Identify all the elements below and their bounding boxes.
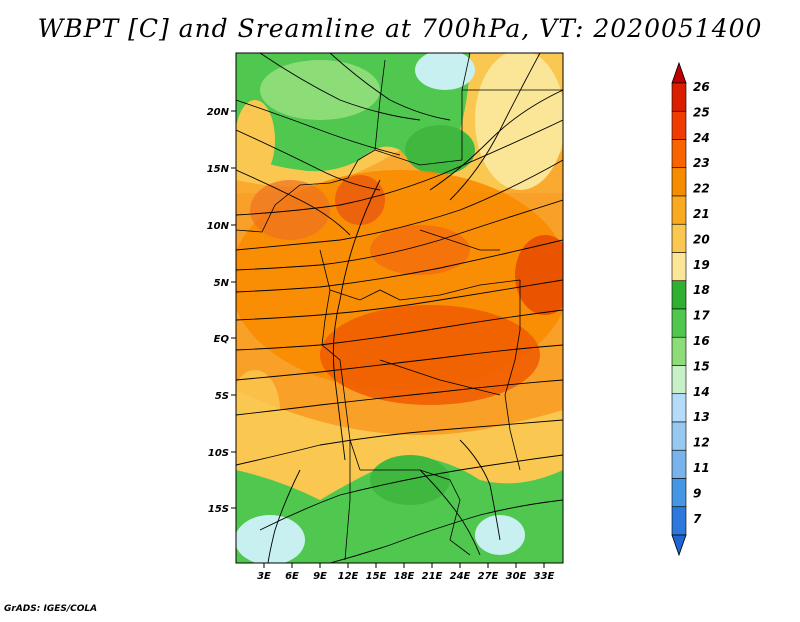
lat-axis: 20N 15N 10N 5N EQ 5S 10S 15S	[207, 107, 236, 515]
lat-label: 10N	[207, 221, 230, 232]
colorbar-swatch	[671, 223, 687, 253]
colorbar-label: 14	[693, 385, 710, 399]
lat-label: EQ	[214, 334, 230, 345]
lon-label: 9E	[313, 571, 327, 582]
lon-label: 30E	[506, 571, 527, 582]
lon-label: 12E	[338, 571, 359, 582]
colorbar-label: 22	[693, 182, 710, 196]
colorbar-swatch	[671, 167, 687, 197]
lon-label: 15E	[366, 571, 387, 582]
lat-label: 20N	[207, 107, 230, 118]
colorbar-swatch	[671, 82, 687, 112]
colorbar-swatch	[671, 336, 687, 366]
lat-label: 5N	[214, 278, 230, 289]
wbpt-field	[236, 53, 563, 563]
colorbar-swatch	[671, 421, 687, 451]
colorbar-swatch	[671, 393, 687, 423]
colorbar-swatch	[671, 139, 687, 169]
lon-label: 6E	[285, 571, 299, 582]
lon-label: 3E	[257, 571, 271, 582]
colorbar-label: 12	[693, 436, 710, 450]
map-frame	[235, 52, 564, 564]
lon-label: 27E	[478, 571, 499, 582]
lon-label: 24E	[450, 571, 471, 582]
lat-label: 15S	[208, 504, 229, 515]
colorbar-swatch	[671, 449, 687, 479]
colorbar-label: 20	[693, 232, 710, 246]
colorbar-label: 21	[693, 207, 710, 221]
chart-title: WBPT [C] and Sreamline at 700hPa, VT: 20…	[37, 14, 763, 43]
colorbar-swatch	[671, 365, 687, 395]
colorbar-label: 19	[693, 258, 710, 272]
lat-label: 15N	[207, 164, 230, 175]
colorbar-swatch	[671, 110, 687, 140]
colorbar-swatch	[671, 506, 687, 536]
country-borders	[236, 53, 563, 561]
streamlines	[236, 53, 563, 563]
lon-label: 21E	[422, 571, 443, 582]
colorbar-label: 23	[693, 156, 710, 170]
credit-label: GrADS: IGES/COLA	[4, 604, 98, 614]
colorbar-cap-top	[671, 61, 687, 84]
colorbar-swatch	[671, 478, 687, 508]
colorbar-label: 24	[693, 131, 710, 145]
lat-label: 10S	[208, 448, 229, 459]
lat-label: 5S	[215, 391, 229, 402]
colorbar-label: 13	[693, 410, 710, 424]
colorbar-swatch	[671, 308, 687, 338]
colorbar-swatch	[671, 280, 687, 310]
colorbar-label: 7	[693, 512, 702, 526]
colorbar: 26 25 24 23 22 21 20 19 18 17 16 15 14 13 12 11 9 7	[671, 61, 710, 557]
colorbar-cap-bottom	[671, 534, 687, 557]
colorbar-swatch	[671, 252, 687, 282]
lon-label: 18E	[394, 571, 415, 582]
colorbar-label: 25	[693, 105, 710, 119]
lon-axis: 3E 6E 9E 12E 15E 18E 21E 24E 27E 30E 33E	[257, 563, 555, 582]
colorbar-label: 11	[693, 461, 710, 475]
colorbar-label: 26	[693, 80, 710, 94]
colorbar-label: 9	[693, 486, 701, 500]
colorbar-label: 16	[693, 334, 710, 348]
colorbar-label: 18	[693, 283, 710, 297]
colorbar-swatch	[671, 195, 687, 225]
lon-label: 33E	[534, 571, 555, 582]
colorbar-label: 15	[693, 359, 710, 373]
colorbar-label: 17	[693, 309, 710, 323]
